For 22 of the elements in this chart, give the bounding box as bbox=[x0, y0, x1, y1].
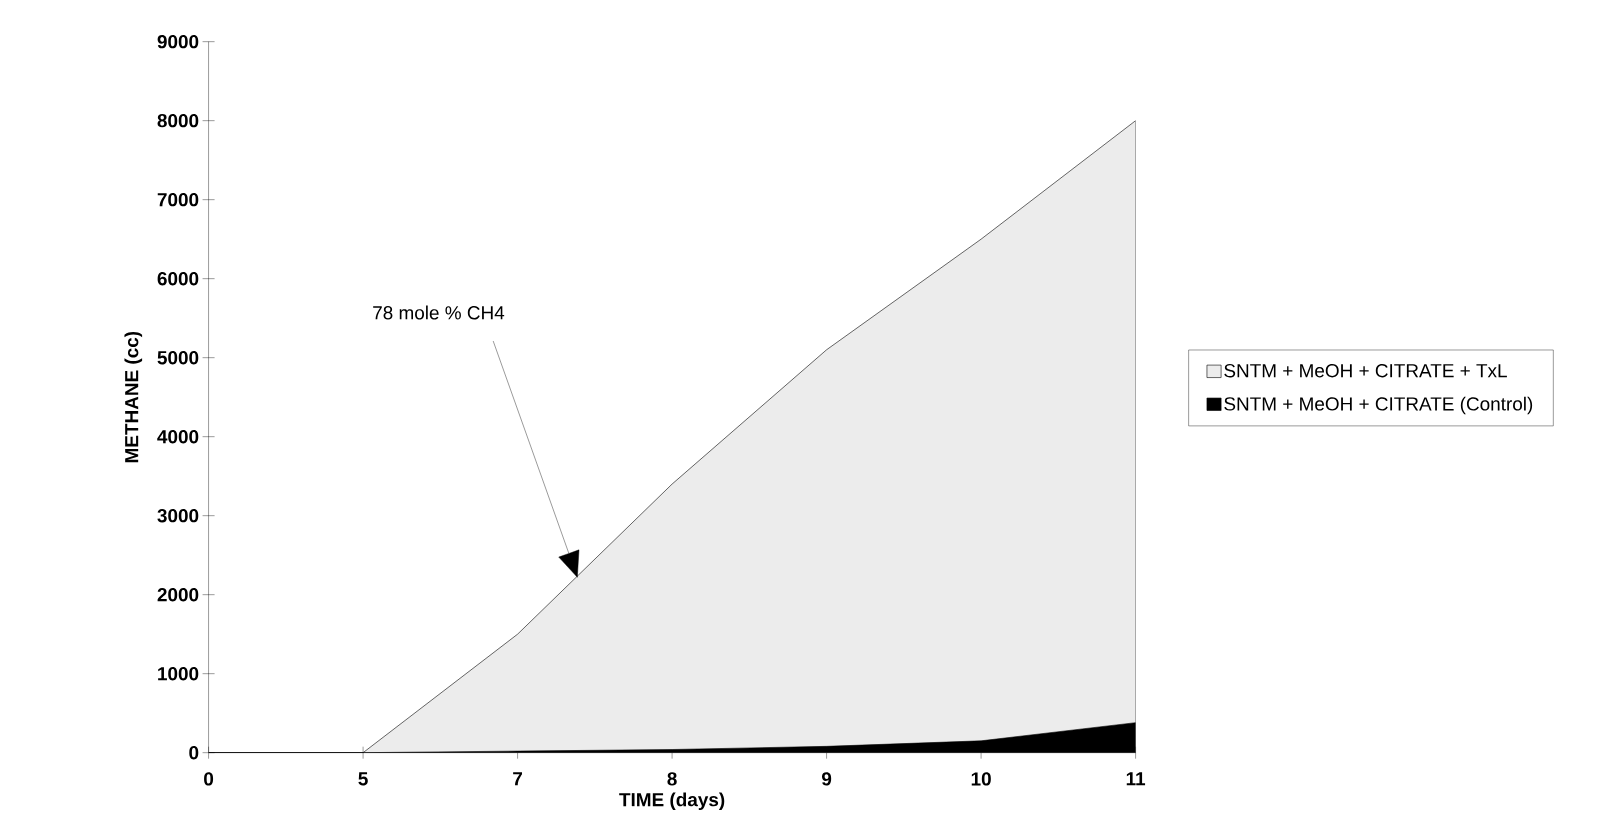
y-tick-label: 1000 bbox=[158, 666, 199, 681]
x-tick-label: 11 bbox=[1126, 772, 1146, 786]
y-tick-label: 4000 bbox=[157, 429, 199, 444]
legend-label: SNTM + MeOH + CITRATE + TxL bbox=[1224, 363, 1507, 378]
x-axis-title: TIME (days) bbox=[619, 792, 725, 811]
x-tick-label: 9 bbox=[821, 772, 832, 786]
legend-label: SNTM + MeOH + CITRATE (Control) bbox=[1224, 396, 1533, 415]
y-tick-label: 0 bbox=[189, 745, 199, 760]
y-tick-label: 8000 bbox=[157, 113, 199, 128]
y-tick-label: 7000 bbox=[157, 192, 199, 207]
x-tick-label: 10 bbox=[971, 772, 991, 786]
y-tick-label: 3000 bbox=[157, 508, 199, 523]
y-tick-label: 9000 bbox=[157, 34, 199, 49]
x-tick-label: 0 bbox=[204, 772, 214, 786]
y-axis-title: METHANE (cc) bbox=[124, 331, 143, 463]
x-tick-label: 8 bbox=[667, 772, 677, 786]
x-tick-label: 5 bbox=[358, 772, 368, 786]
annotation: 78 mole % CH4 bbox=[373, 305, 505, 320]
x-tick-label: 7 bbox=[513, 772, 523, 786]
y-tick-label: 6000 bbox=[157, 271, 199, 286]
y-tick-label: 5000 bbox=[157, 350, 199, 365]
y-tick-label: 2000 bbox=[157, 587, 199, 602]
